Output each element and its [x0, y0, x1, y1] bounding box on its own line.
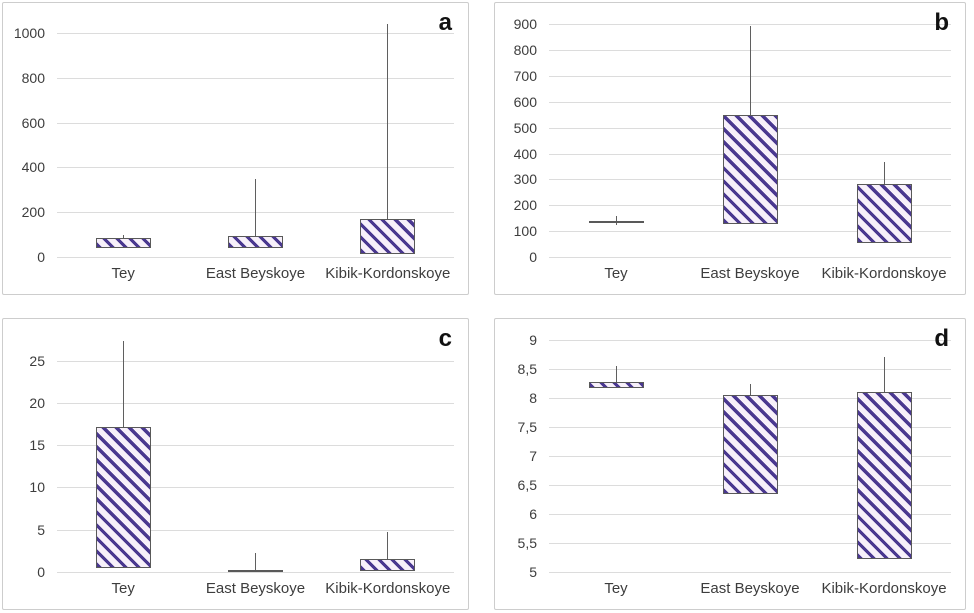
- box-bar: [856, 183, 912, 243]
- gridline: [57, 487, 454, 489]
- y-tick-label: 8: [529, 389, 537, 406]
- gridline: [57, 572, 454, 573]
- whisker-line: [255, 178, 256, 238]
- gridline: [549, 368, 951, 370]
- gridline: [57, 445, 454, 447]
- gridline: [57, 402, 454, 404]
- y-tick-label: 8,5: [517, 360, 537, 377]
- category-label: Tey: [604, 580, 628, 597]
- y-tick-label: 10: [29, 479, 45, 496]
- y-tick-label: 900: [513, 16, 537, 33]
- category-label: East Beyskoye: [700, 265, 800, 282]
- y-tick-label: 400: [21, 159, 45, 176]
- category-label: East Beyskoye: [700, 580, 800, 597]
- y-tick-label: 20: [29, 394, 45, 411]
- y-tick-label: 15: [29, 437, 45, 454]
- category-label: Tey: [111, 265, 135, 282]
- box-bar: [228, 569, 283, 572]
- gridline: [549, 231, 951, 233]
- category-label: East Beyskoye: [205, 265, 306, 282]
- panel-letter-c: c: [438, 325, 452, 352]
- whisker-line: [883, 357, 885, 394]
- whisker-line: [122, 234, 124, 240]
- y-tick-label: 7: [529, 447, 537, 464]
- gridline: [57, 122, 454, 124]
- plot-area-d: [549, 331, 951, 573]
- y-tick-label: 1000: [13, 24, 45, 41]
- y-tick-label: 300: [513, 171, 537, 188]
- box-bar: [588, 381, 644, 388]
- category-label: Kibik-Kordonskoye: [821, 580, 947, 597]
- gridline: [57, 529, 454, 531]
- category-label: Kibik-Kordonskoye: [821, 265, 947, 282]
- plot-area-c: [57, 331, 454, 573]
- plot-area-a: [57, 15, 454, 258]
- gridline: [549, 513, 951, 515]
- box-bar: [856, 392, 912, 560]
- y-tick-label: 5: [37, 521, 45, 538]
- whisker-line: [387, 532, 389, 561]
- whisker-line: [749, 384, 751, 397]
- category-label: Tey: [604, 265, 628, 282]
- box-bar: [95, 238, 151, 249]
- gridline: [57, 32, 454, 34]
- subplot-b: b 0 100 200 300 400 500 600 700 800 900 Tey East Be…: [494, 2, 966, 295]
- panel-letter-a: a: [438, 9, 452, 36]
- category-label: Tey: [111, 580, 135, 597]
- y-tick-label: 400: [513, 145, 537, 162]
- gridline: [57, 360, 454, 362]
- category-label: Kibik-Kordonskoye: [325, 580, 451, 597]
- gridline: [549, 257, 951, 258]
- y-tick-label: 200: [513, 197, 537, 214]
- gridline: [549, 572, 951, 573]
- gridline: [57, 167, 454, 169]
- whisker-line: [387, 24, 389, 221]
- y-tick-label: 5,5: [517, 535, 537, 551]
- subplot-a: a 0 200 400 600 800 1000 Tey East Beyskoye Kibik…: [2, 2, 469, 295]
- box-bar: [722, 115, 778, 225]
- y-tick-label: 0: [529, 249, 537, 265]
- gridline: [57, 257, 454, 258]
- subplot-c: c 0 5 10 15 20 25 Tey East Beyskoye Kibik-Kordon…: [2, 318, 469, 610]
- panel-letter-b: b: [934, 9, 949, 36]
- y-tick-label: 800: [21, 69, 45, 86]
- box-bar: [95, 427, 151, 568]
- category-label: East Beyskoye: [205, 580, 306, 597]
- y-tick-label: 6,5: [517, 476, 537, 493]
- box-bar: [360, 558, 416, 572]
- y-tick-label: 200: [21, 204, 45, 221]
- y-tick-label: 0: [37, 249, 45, 265]
- whisker-line: [749, 25, 751, 118]
- y-tick-label: 6: [529, 505, 537, 522]
- whisker-line: [122, 341, 124, 430]
- y-tick-label: 800: [513, 41, 537, 58]
- y-tick-label: 25: [29, 352, 45, 369]
- gridline: [57, 77, 454, 79]
- box-bar: [588, 220, 644, 223]
- gridline: [549, 24, 951, 26]
- subplot-d: d 5 5,5 6 6,5 7 7,5 8 8,5 9 Tey East Beyskoye Kibik…: [494, 318, 966, 610]
- category-label: Kibik-Kordonskoye: [325, 265, 451, 282]
- panel-letter-d: d: [934, 325, 949, 352]
- y-tick-label: 500: [513, 119, 537, 136]
- y-tick-label: 600: [21, 114, 45, 131]
- gridline: [549, 543, 951, 544]
- y-tick-label: 5: [529, 564, 537, 580]
- y-tick-label: 600: [513, 93, 537, 110]
- y-tick-label: 7,5: [517, 418, 537, 435]
- box-bar: [360, 218, 416, 255]
- plot-area-b: [549, 15, 951, 258]
- y-tick-label: 100: [513, 223, 537, 240]
- box-bar: [228, 235, 283, 249]
- whisker-line: [615, 365, 617, 384]
- y-tick-label: 0: [37, 564, 45, 580]
- gridline: [549, 339, 951, 341]
- y-tick-label: 700: [513, 67, 537, 84]
- whisker-line: [883, 161, 885, 186]
- y-tick-label: 9: [529, 331, 537, 348]
- whisker-line: [255, 553, 256, 572]
- box-bar: [722, 394, 778, 494]
